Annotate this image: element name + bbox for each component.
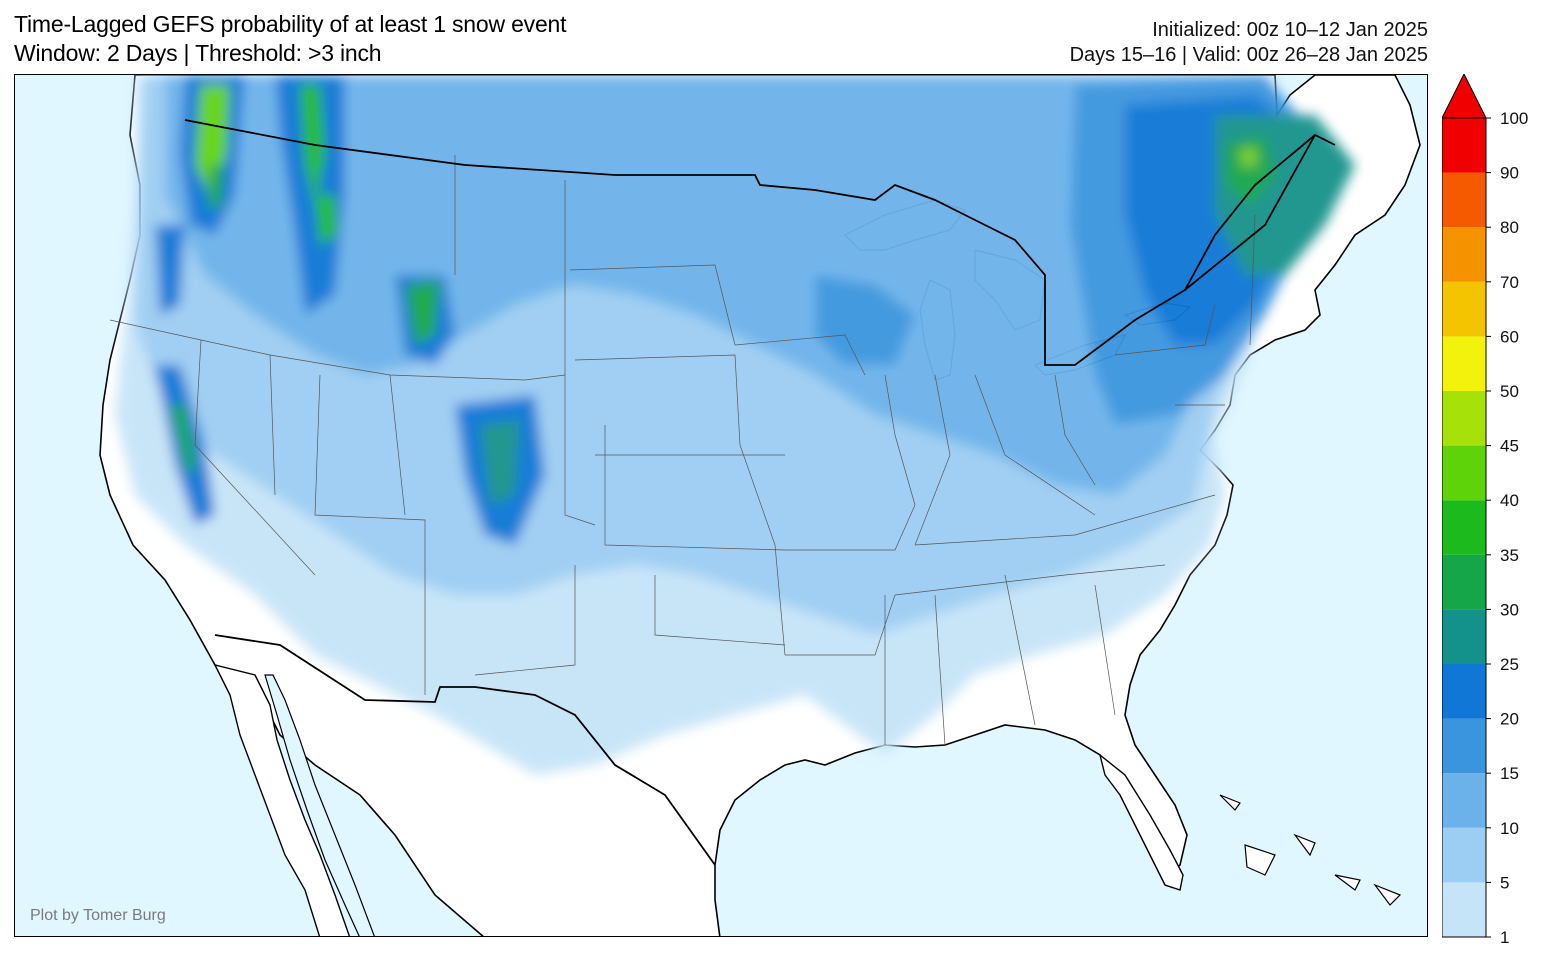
- colorbar-swatch: [1442, 827, 1486, 883]
- map-panel: [14, 74, 1428, 937]
- colorbar-tick-label: 30: [1500, 600, 1519, 619]
- colorbar-swatch: [1442, 336, 1486, 391]
- colorbar-swatch: [1442, 609, 1486, 664]
- colorbar-swatch: [1442, 718, 1486, 774]
- gulf-of-california: [264, 674, 375, 936]
- prob-20-idaho: [275, 75, 345, 315]
- prob-30-35-ne: [1225, 135, 1275, 205]
- prob-30-cascades: [208, 165, 225, 210]
- prob-30-sierra: [170, 405, 197, 475]
- colorbar-tick-label: 70: [1500, 273, 1519, 292]
- prob-35-40-ne: [1240, 147, 1257, 167]
- plot-credit: Plot by Tomer Burg: [30, 907, 166, 924]
- colorbar-swatch: [1442, 281, 1486, 337]
- run-info: Initialized: 00z 10–12 Jan 2025 Days 15–…: [1070, 18, 1428, 68]
- colorbar-tick-label: 80: [1500, 218, 1519, 237]
- colorbar-extend-arrow: [1442, 74, 1487, 119]
- probability-shading: [115, 75, 1355, 775]
- colorbar-swatch: [1442, 391, 1486, 446]
- colorbar-tick-label: 100: [1500, 109, 1528, 128]
- colorbar-swatch: [1442, 227, 1486, 282]
- colorbar-frame: [1442, 117, 1487, 938]
- colorbar-swatch: [1442, 554, 1486, 610]
- land-florida: [1098, 753, 1184, 891]
- colorbar-swatch: [1442, 445, 1486, 501]
- colorbar-tick-label: 1: [1500, 928, 1509, 944]
- initialized-label: Initialized: 00z 10–12 Jan 2025: [1152, 19, 1428, 41]
- colorbar-swatch: [1442, 500, 1486, 555]
- colorbar-tick-label: 15: [1500, 764, 1519, 783]
- land-baja: [213, 663, 351, 936]
- prob-30-wyoming: [405, 280, 440, 345]
- colorbar-tick-label: 20: [1500, 710, 1519, 729]
- colorbar-tick-label: 35: [1500, 546, 1519, 565]
- colorbar-tick-label: 25: [1500, 655, 1519, 674]
- caribbean-islands: [1219, 794, 1402, 906]
- map-title: Time-Lagged GEFS probability of at least…: [14, 11, 567, 37]
- map-subtitle: Window: 2 Days | Threshold: >3 inch: [14, 40, 382, 66]
- colorbar-swatch: [1442, 882, 1486, 937]
- prob-25-colorado: [480, 420, 520, 505]
- colorbar-tick-label: 5: [1500, 873, 1509, 892]
- colorbar-swatch: [1442, 118, 1486, 173]
- prob-10-15: [165, 75, 1270, 495]
- colorbar-tick-label: 90: [1500, 164, 1519, 183]
- valid-label: Days 15–16 | Valid: 00z 26–28 Jan 2025: [1069, 44, 1428, 66]
- prob-15-20-mw: [815, 275, 915, 365]
- map-canvas: [15, 75, 1427, 936]
- colorbar-tick-label: 50: [1500, 382, 1519, 401]
- prob-35-idaho2: [315, 195, 337, 245]
- colorbar-tick-label: 40: [1500, 491, 1519, 510]
- colorbar-tick-label: 10: [1500, 819, 1519, 838]
- colorbar-swatch: [1442, 664, 1486, 719]
- title-block: Time-Lagged GEFS probability of at least…: [14, 10, 567, 68]
- state-borders: [109, 155, 1256, 746]
- colorbar-swatch: [1442, 172, 1486, 228]
- colorbar-swatch: [1442, 773, 1486, 828]
- country-borders: [184, 119, 1336, 866]
- colorbar-tick-label: 45: [1500, 437, 1519, 456]
- colorbar-tick-label: 60: [1500, 327, 1519, 346]
- prob-20-oregon: [155, 225, 185, 315]
